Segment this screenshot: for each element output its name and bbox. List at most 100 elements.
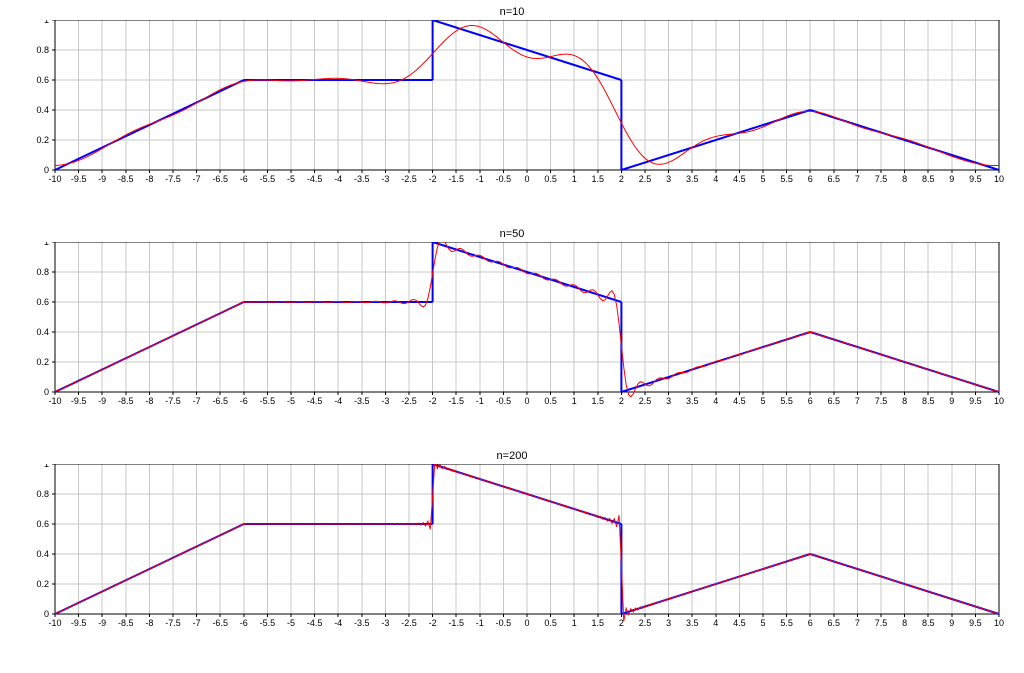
- x-tick-label: 7.5: [875, 396, 888, 406]
- x-tick-label: 1.5: [592, 396, 605, 406]
- x-tick-label: -2: [429, 618, 437, 628]
- x-tick-label: 5.5: [780, 618, 793, 628]
- grid: [55, 242, 999, 392]
- x-tick-label: 8.5: [922, 174, 935, 184]
- x-tick-label: 6: [808, 396, 813, 406]
- x-tick-label: -1: [476, 618, 484, 628]
- panel-n10: n=10 -10-9.5-9-8.5-8-7.5-7-6.5-6-5.5-5-4…: [20, 6, 1004, 192]
- y-tick-label: 0.6: [36, 75, 49, 85]
- panel-n200: n=200 -10-9.5-9-8.5-8-7.5-7-6.5-6-5.5-5-…: [20, 450, 1004, 636]
- y-tick-label: 1: [44, 464, 49, 469]
- x-tick-label: -4: [334, 618, 342, 628]
- x-tick-label: -10: [48, 396, 61, 406]
- plot-svg: -10-9.5-9-8.5-8-7.5-7-6.5-6-5.5-5-4.5-4-…: [20, 464, 1004, 632]
- x-tick-label: -3.5: [354, 618, 370, 628]
- x-tick-label: -1.5: [448, 396, 464, 406]
- x-tick-label: -7: [193, 396, 201, 406]
- x-tick-label: -5.5: [260, 174, 276, 184]
- x-tick-label: 5: [760, 618, 765, 628]
- x-tick-label: -8: [145, 396, 153, 406]
- x-tick-label: -6.5: [212, 396, 228, 406]
- x-tick-label: -2.5: [401, 174, 417, 184]
- x-tick-label: -0.5: [496, 618, 512, 628]
- y-tick-label: 0.2: [36, 579, 49, 589]
- x-tick-label: -0.5: [496, 174, 512, 184]
- x-tick-label: -9.5: [71, 174, 87, 184]
- x-tick-label: 4: [713, 618, 718, 628]
- x-tick-label: -9: [98, 174, 106, 184]
- x-tick-label: -1: [476, 174, 484, 184]
- x-tick-label: 3: [666, 618, 671, 628]
- x-tick-label: -10: [48, 174, 61, 184]
- x-tick-label: 7.5: [875, 174, 888, 184]
- y-tick-label: 0.8: [36, 267, 49, 277]
- x-tick-label: 2.5: [639, 174, 652, 184]
- x-tick-label: -0.5: [496, 396, 512, 406]
- x-tick-label: -5: [287, 618, 295, 628]
- x-tick-label: 2: [619, 396, 624, 406]
- x-tick-label: -2: [429, 396, 437, 406]
- x-tick-label: -7: [193, 618, 201, 628]
- x-tick-label: 8: [902, 396, 907, 406]
- y-tick-label: 0: [44, 165, 49, 175]
- x-tick-label: 7: [855, 396, 860, 406]
- x-tick-label: 6.5: [828, 618, 841, 628]
- x-tick-label: 1: [572, 396, 577, 406]
- x-tick-label: 0: [524, 174, 529, 184]
- x-tick-label: 3: [666, 396, 671, 406]
- x-tick-label: 5: [760, 174, 765, 184]
- grid: [55, 464, 999, 614]
- x-tick-label: -2: [429, 174, 437, 184]
- x-tick-label: 9.5: [969, 396, 982, 406]
- x-tick-label: 0.5: [544, 618, 557, 628]
- x-tick-label: -4.5: [307, 396, 323, 406]
- x-tick-label: 5: [760, 396, 765, 406]
- x-tick-label: -3.5: [354, 396, 370, 406]
- x-tick-label: -3: [381, 618, 389, 628]
- x-tick-label: 10: [994, 618, 1004, 628]
- y-tick-label: 0.2: [36, 357, 49, 367]
- y-tick-label: 1: [44, 20, 49, 25]
- x-tick-label: 10: [994, 174, 1004, 184]
- x-tick-label: -8.5: [118, 174, 134, 184]
- x-tick-label: -6: [240, 618, 248, 628]
- x-tick-label: 9: [949, 174, 954, 184]
- x-tick-label: 6.5: [828, 396, 841, 406]
- x-tick-label: 4.5: [733, 618, 746, 628]
- x-tick-label: 8.5: [922, 618, 935, 628]
- x-tick-label: -7.5: [165, 396, 181, 406]
- x-tick-label: 8.5: [922, 396, 935, 406]
- x-tick-label: -6.5: [212, 618, 228, 628]
- ticks: -10-9.5-9-8.5-8-7.5-7-6.5-6-5.5-5-4.5-4-…: [36, 242, 1004, 406]
- x-tick-label: -7.5: [165, 618, 181, 628]
- x-tick-label: -3: [381, 174, 389, 184]
- x-tick-label: 4: [713, 174, 718, 184]
- ticks: -10-9.5-9-8.5-8-7.5-7-6.5-6-5.5-5-4.5-4-…: [36, 464, 1004, 628]
- x-tick-label: -8.5: [118, 396, 134, 406]
- x-tick-label: 5.5: [780, 174, 793, 184]
- y-tick-label: 0.6: [36, 297, 49, 307]
- x-tick-label: 0.5: [544, 396, 557, 406]
- x-tick-label: -4: [334, 174, 342, 184]
- x-tick-label: 0: [524, 396, 529, 406]
- x-tick-label: 7: [855, 174, 860, 184]
- x-tick-label: -5.5: [260, 618, 276, 628]
- x-tick-label: -3: [381, 396, 389, 406]
- y-tick-label: 0.8: [36, 489, 49, 499]
- x-tick-label: 1: [572, 174, 577, 184]
- plot-svg: -10-9.5-9-8.5-8-7.5-7-6.5-6-5.5-5-4.5-4-…: [20, 20, 1004, 188]
- x-tick-label: -6: [240, 174, 248, 184]
- x-tick-label: -6: [240, 396, 248, 406]
- panel-title: n=50: [20, 228, 1004, 240]
- x-tick-label: 6.5: [828, 174, 841, 184]
- x-tick-label: -2.5: [401, 396, 417, 406]
- x-tick-label: -5.5: [260, 396, 276, 406]
- grid: [55, 20, 999, 170]
- x-tick-label: 6: [808, 618, 813, 628]
- x-tick-label: 6: [808, 174, 813, 184]
- x-tick-label: 9.5: [969, 174, 982, 184]
- figure-page: n=10 -10-9.5-9-8.5-8-7.5-7-6.5-6-5.5-5-4…: [0, 0, 1024, 673]
- x-tick-label: -9: [98, 396, 106, 406]
- x-tick-label: 9: [949, 396, 954, 406]
- x-tick-label: -7.5: [165, 174, 181, 184]
